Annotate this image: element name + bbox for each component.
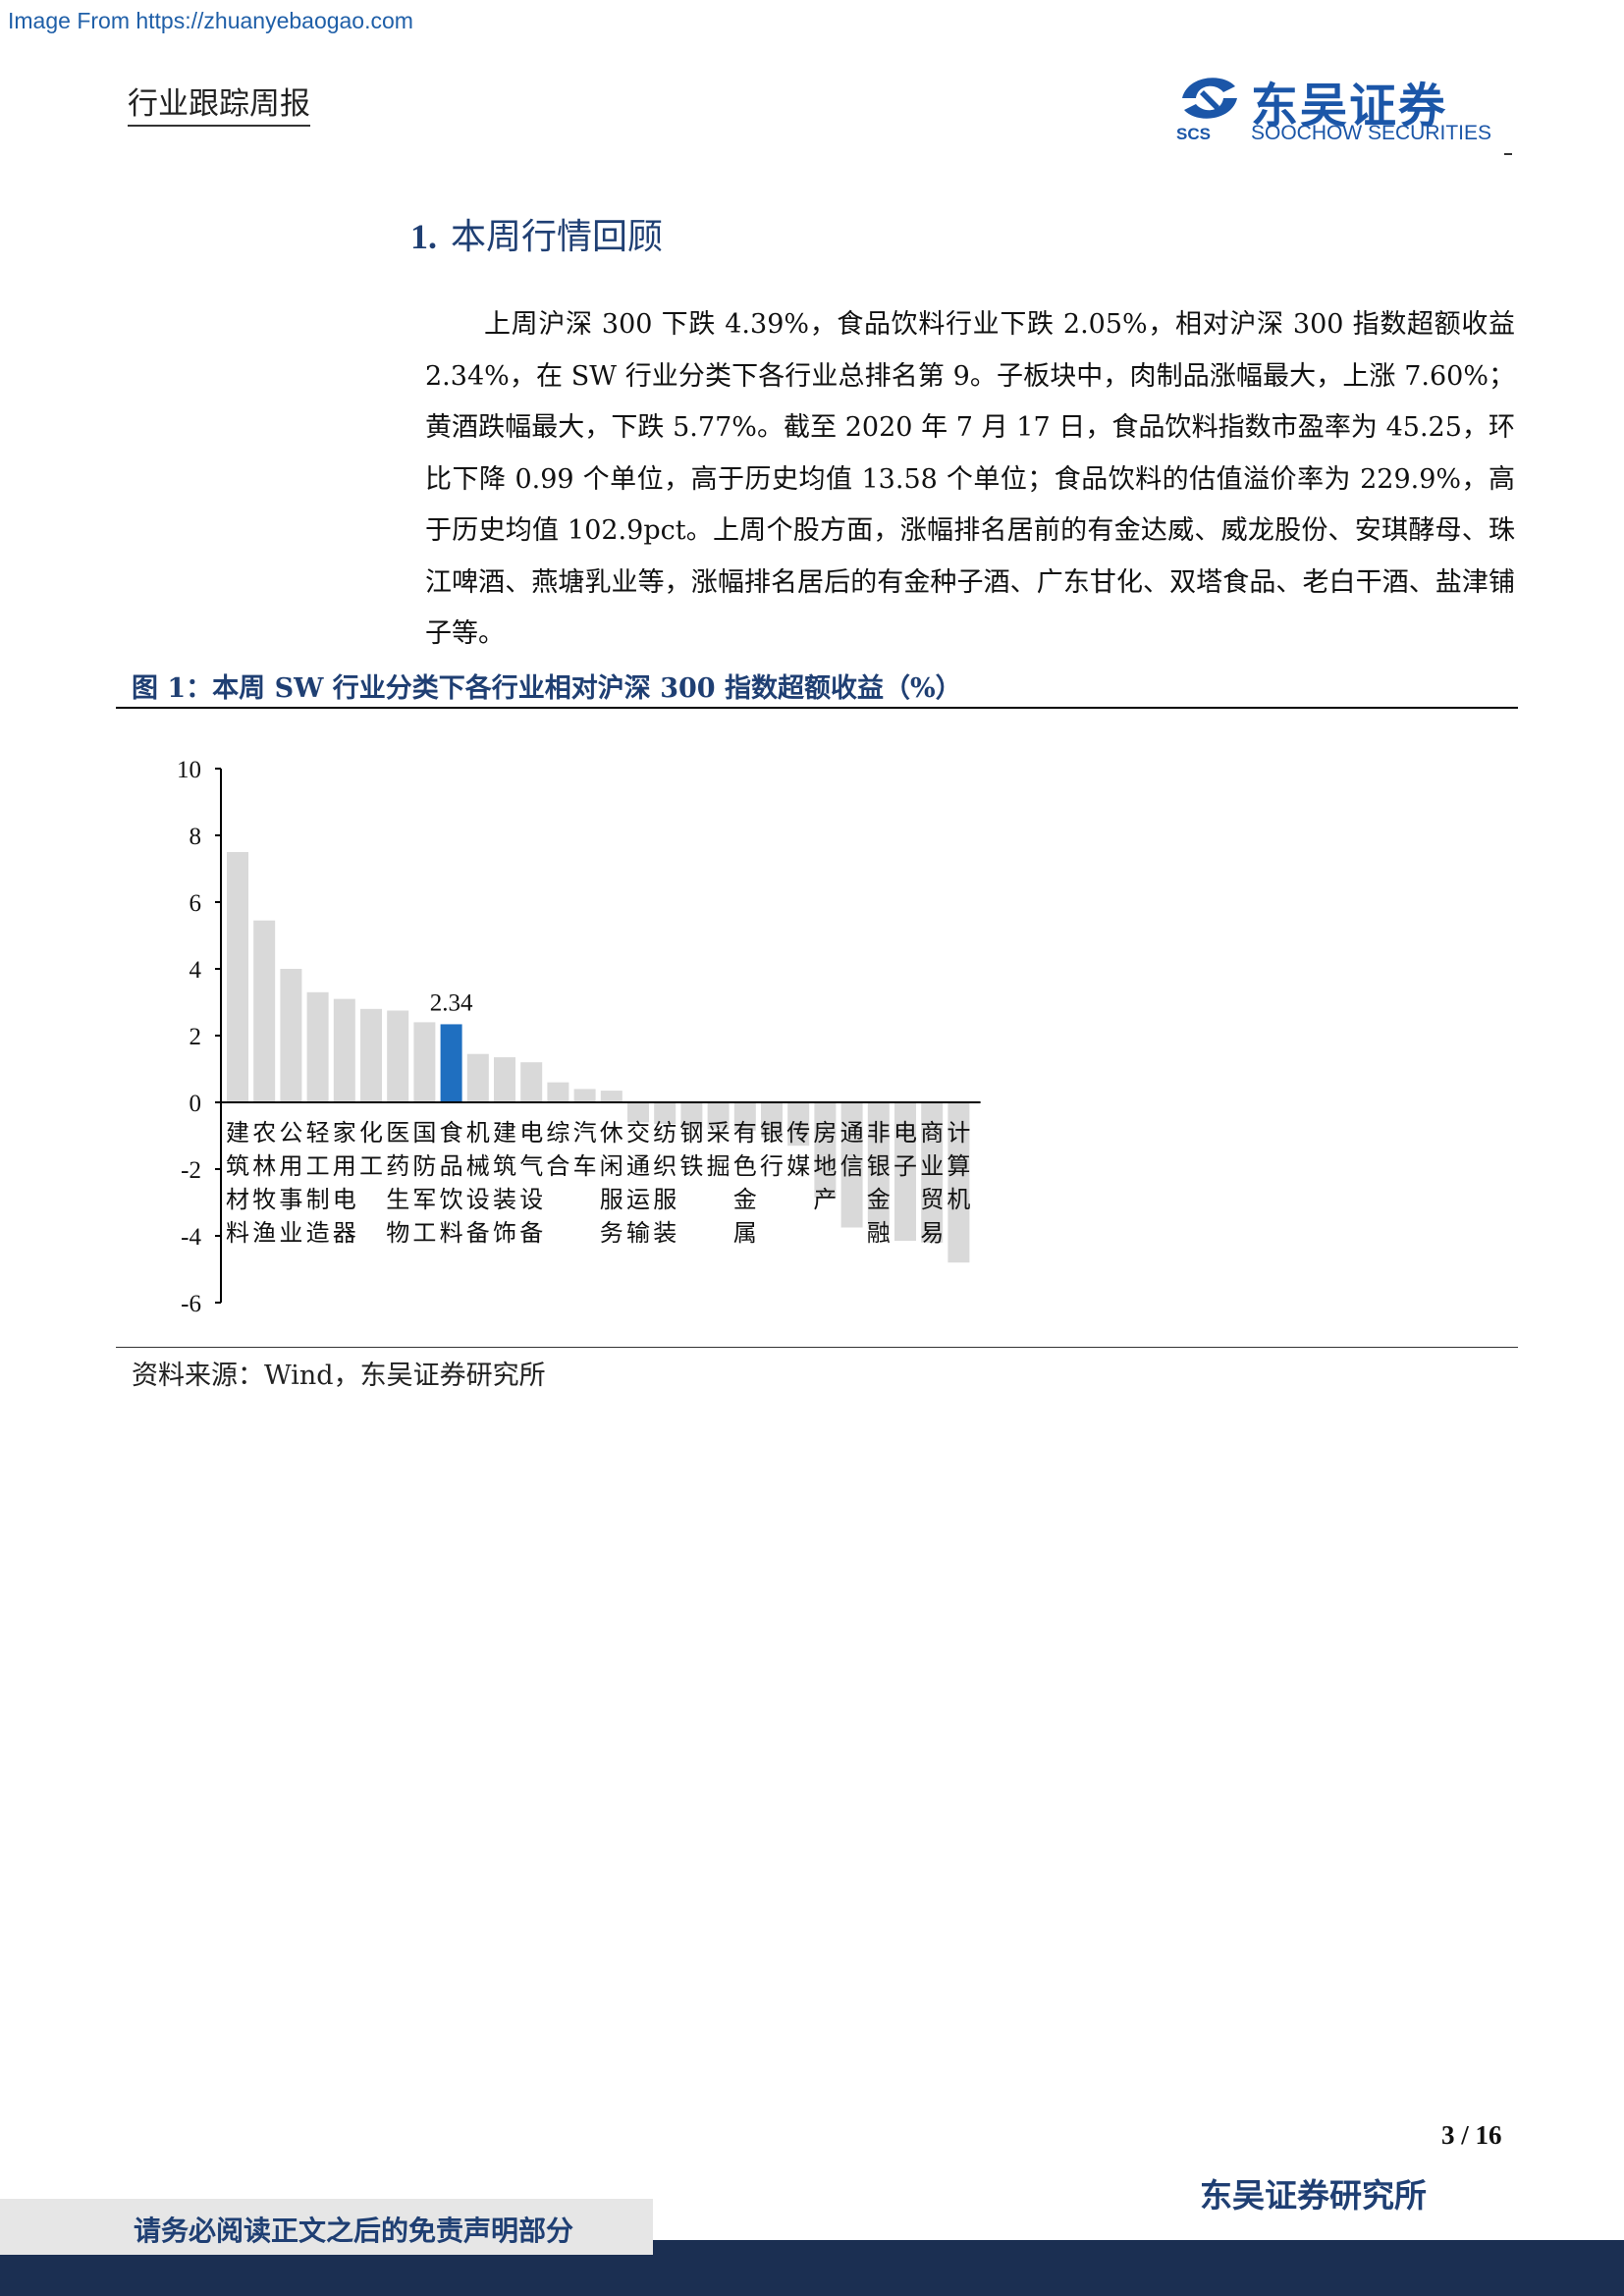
- disclaimer-box: [0, 2199, 653, 2255]
- bar: [573, 1089, 596, 1102]
- x-tick-label: 电子: [893, 1119, 917, 1180]
- bar: [600, 1091, 623, 1102]
- bar: [921, 1102, 944, 1243]
- x-tick-label: 国防军工: [412, 1119, 436, 1247]
- bar: [547, 1082, 569, 1102]
- x-tick-label: 医药生物: [386, 1119, 409, 1247]
- bar: [733, 1102, 756, 1131]
- x-tick-label: 有色金属: [733, 1119, 757, 1247]
- x-tick-label: 轻工制造: [306, 1119, 330, 1247]
- data-label: 2.34: [430, 989, 473, 1016]
- watermark-text: Image From https://zhuanyebaogao.com: [8, 8, 413, 33]
- logo-abbr: SCS: [1176, 125, 1211, 141]
- figure-top-rule: [116, 707, 1518, 709]
- bar-chart: 10 8 6 4 2 0 -2 -4 -6 建筑材料农林牧渔公用事业轻工制造家用电器化工医药生物国…: [177, 757, 981, 1317]
- disclaimer-text: 请务必阅读正文之后的免责声明部分: [134, 2215, 574, 2247]
- bar: [494, 1057, 515, 1102]
- x-tick-label: 公用事业: [279, 1119, 302, 1247]
- logo-mark-icon: SCS: [1176, 78, 1237, 141]
- bar: [894, 1102, 916, 1242]
- x-tick-label: 食品饮料: [440, 1119, 463, 1247]
- bar: [280, 969, 302, 1102]
- bar: [680, 1102, 703, 1128]
- bar: [466, 1053, 489, 1102]
- x-tick-label: 非银金融: [867, 1119, 891, 1247]
- x-tick-label: 采掘: [707, 1119, 731, 1180]
- figure-bottom-rule: [116, 1347, 1518, 1348]
- y-tick-label: 4: [189, 957, 202, 984]
- section-heading: 1. 本周行情回顾: [410, 208, 663, 259]
- page-number: 3 / 16: [1441, 2120, 1502, 2150]
- figure-title: 图 1：本周 SW 行业分类下各行业相对沪深 300 指数超额收益（%）: [132, 673, 962, 704]
- bar: [627, 1102, 649, 1123]
- bar: [947, 1102, 970, 1263]
- x-tick-label: 综合: [546, 1119, 569, 1180]
- x-tick-label: 计算机: [947, 1119, 970, 1213]
- x-tick-label: 银行: [760, 1119, 784, 1180]
- bar: [707, 1102, 730, 1130]
- bar: [520, 1062, 543, 1102]
- y-tick-label: 10: [177, 757, 201, 783]
- running-title: 行业跟踪周报: [128, 79, 310, 127]
- bar: [413, 1022, 436, 1102]
- x-tick-label: 建筑材料: [226, 1119, 249, 1247]
- section-number: 1.: [410, 217, 437, 256]
- x-tick-label: 钢铁: [679, 1119, 703, 1180]
- figure-source: 资料来源：Wind，东吴证券研究所: [132, 1361, 546, 1391]
- y-tick-label: 6: [189, 890, 202, 917]
- y-tick-label: -4: [181, 1224, 201, 1251]
- x-tick-label: 建筑装饰: [493, 1119, 516, 1247]
- header-mark: [1504, 153, 1512, 155]
- x-tick-label: 通信: [840, 1119, 864, 1180]
- y-tick-label: 0: [189, 1091, 202, 1117]
- y-tick-label: 8: [189, 824, 202, 850]
- x-tick-label: 纺织服装: [653, 1119, 677, 1247]
- company-logo: SCS 东吴证券 SOOCHOW SECURITIES: [1174, 69, 1498, 147]
- bar: [333, 998, 355, 1102]
- bar: [787, 1102, 810, 1147]
- bar: [440, 1024, 462, 1102]
- body-text: 上周沪深 300 下跌 4.39%，食品饮料行业下跌 2.05%，相对沪深 30…: [425, 299, 1515, 661]
- y-tick-label: -6: [181, 1291, 201, 1317]
- section-title: 本周行情回顾: [451, 217, 664, 257]
- body-paragraph: 上周沪深 300 下跌 4.39%，食品饮料行业下跌 2.05%，相对沪深 30…: [425, 309, 1515, 649]
- bar: [654, 1102, 677, 1125]
- x-tick-label: 交通运输: [626, 1119, 650, 1247]
- x-tick-label: 房地产: [813, 1119, 837, 1213]
- bar: [227, 852, 248, 1102]
- bar: [360, 1008, 382, 1102]
- x-tick-label: 传媒: [786, 1119, 810, 1180]
- y-tick-label: -2: [181, 1157, 201, 1184]
- x-tick-label: 汽车: [573, 1119, 597, 1180]
- bar: [840, 1102, 863, 1228]
- bar: [761, 1102, 783, 1138]
- x-tick-label: 商业贸易: [920, 1119, 944, 1247]
- x-tick-label: 电气设备: [519, 1119, 543, 1247]
- bar: [306, 991, 329, 1102]
- bar: [867, 1102, 890, 1230]
- x-tick-label: 休闲服务: [600, 1119, 623, 1247]
- footer-org: 东吴证券研究所: [1200, 2176, 1427, 2215]
- bar: [814, 1102, 837, 1198]
- bar: [253, 920, 276, 1102]
- x-tick-label: 机械设备: [466, 1119, 490, 1247]
- x-tick-label: 家用电器: [333, 1119, 356, 1247]
- bar: [387, 1010, 409, 1102]
- logo-name-en: SOOCHOW SECURITIES: [1251, 122, 1492, 144]
- logo-name-cn: 东吴证券: [1251, 79, 1448, 133]
- y-tick-label: 2: [189, 1024, 202, 1050]
- x-tick-label: 农林牧渔: [252, 1119, 276, 1247]
- x-tick-label: 化工: [359, 1119, 383, 1180]
